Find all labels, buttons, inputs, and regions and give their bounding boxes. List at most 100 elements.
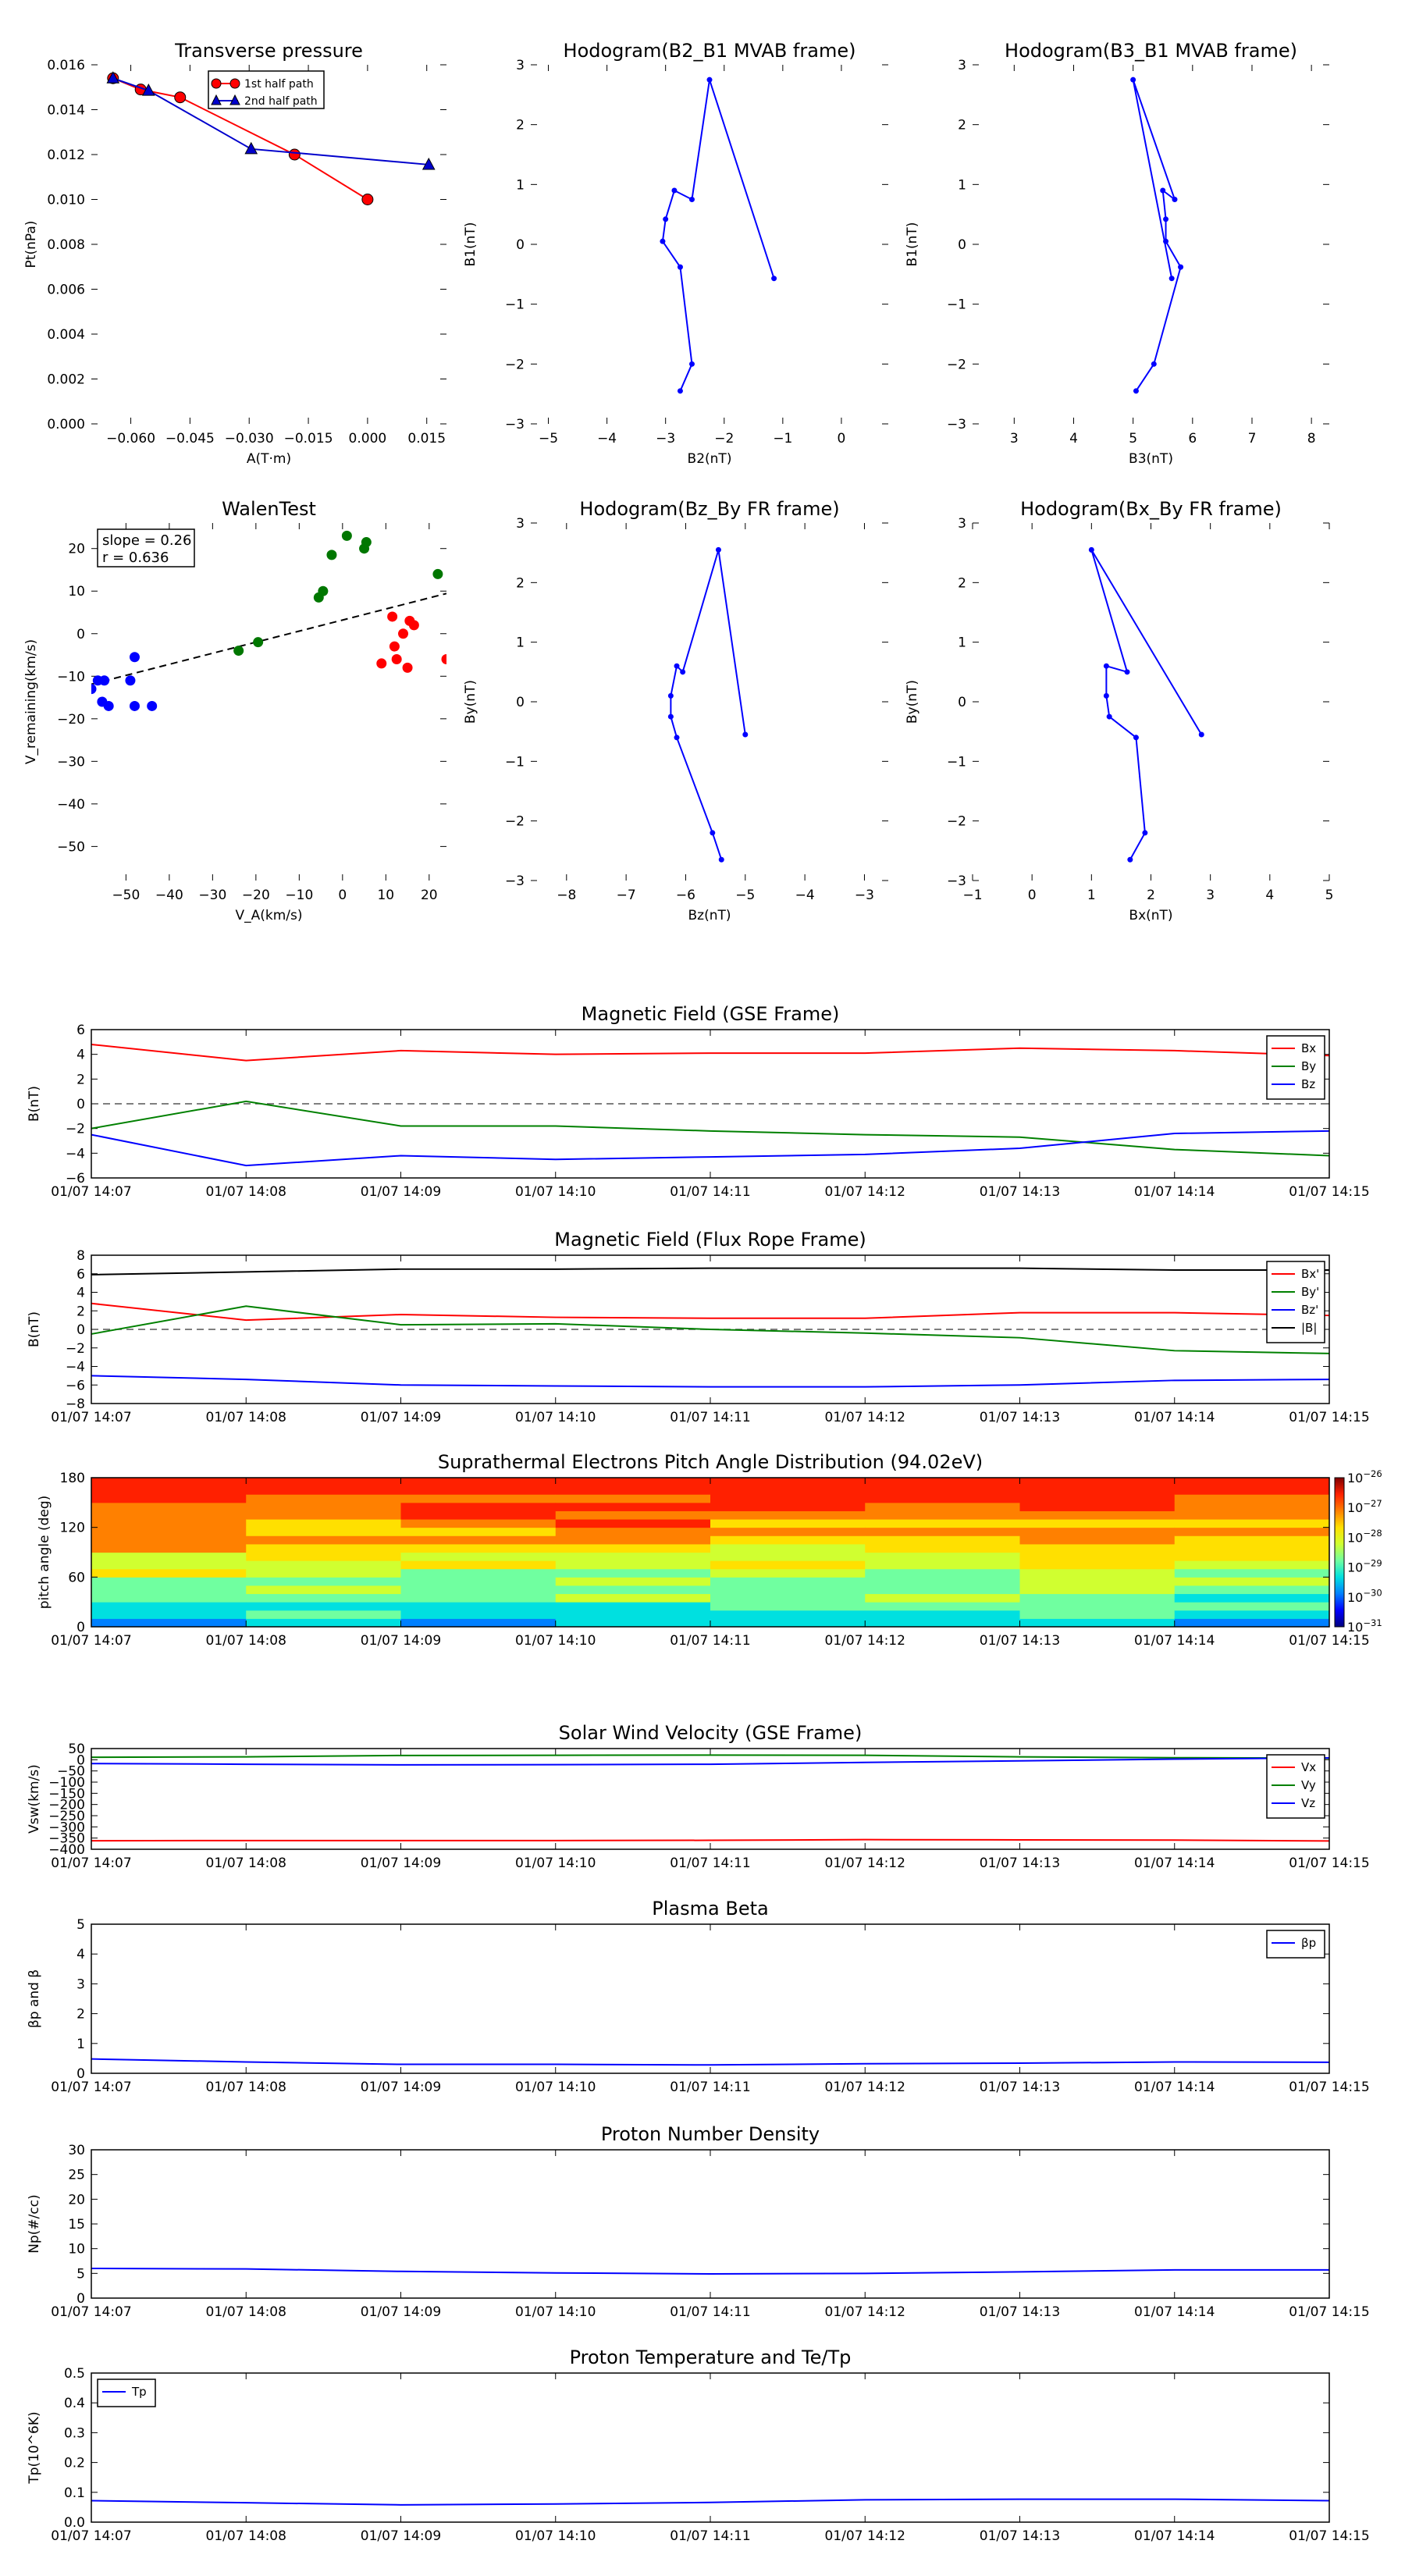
y-tick-label: −2 xyxy=(947,357,966,372)
series-line xyxy=(91,1375,1330,1388)
x-tick-label: −3 xyxy=(855,888,874,903)
heatmap-cell xyxy=(1019,1519,1176,1528)
chart-walen: WalenTest V_A(km/s) V_remaining(km/s) −50 −4… xyxy=(23,498,446,923)
x-tick-label: −2 xyxy=(714,431,734,447)
series-line xyxy=(91,2058,1330,2066)
chart-tp: Proton Temperature and Te/Tp Tp(10^6K) 0.0… xyxy=(27,2347,1370,2544)
time-tick-label: 01/07 14:11 xyxy=(670,1410,750,1425)
y-tick-label: 0 xyxy=(76,1620,85,1635)
colorbar-tick-label: 10−31 xyxy=(1347,1617,1382,1635)
heatmap-cell xyxy=(246,1510,401,1520)
y-tick-label: 2 xyxy=(958,575,966,591)
time-tick-label: 01/07 14:08 xyxy=(206,2080,286,2095)
y-tick-label: −250 xyxy=(48,1809,85,1824)
heatmap-cell xyxy=(1019,1502,1176,1511)
data-point xyxy=(387,611,398,622)
chart-beta: Plasma Beta βp and β 0 1 2 3 4 5 01/07 14:07 01/0… xyxy=(27,1898,1370,2095)
fit-line xyxy=(91,592,446,685)
x-tick-label: 0 xyxy=(1028,888,1037,903)
time-tick-label: 01/07 14:09 xyxy=(361,1184,441,1200)
data-point xyxy=(376,658,387,669)
y-tick-label: 4 xyxy=(76,1947,85,1962)
y-tick-label: 0 xyxy=(958,237,966,253)
data-point xyxy=(129,700,140,711)
data-point xyxy=(233,646,244,656)
y-tick-label: 0 xyxy=(76,1322,85,1338)
y-tick-label: 6 xyxy=(76,1023,85,1038)
legend-label: By xyxy=(1301,1059,1316,1073)
heatmap-cell xyxy=(246,1535,401,1545)
time-tick-label: 01/07 14:13 xyxy=(980,1184,1060,1200)
heatmap-cell xyxy=(1019,1610,1176,1619)
heatmap-cell xyxy=(400,1494,557,1503)
time-tick-label: 01/07 14:12 xyxy=(825,2080,905,2095)
x-tick-label: −0.060 xyxy=(106,431,155,447)
y-tick-label: 0 xyxy=(516,237,525,253)
time-tick-label: 01/07 14:14 xyxy=(1134,1410,1215,1425)
time-tick-label: 01/07 14:09 xyxy=(361,2528,441,2544)
legend-label: 1st half path xyxy=(244,78,314,91)
data-point xyxy=(674,663,680,669)
x-axis-label: A(T·m) xyxy=(247,451,291,467)
legend xyxy=(1266,1930,1325,1959)
heatmap-cell xyxy=(555,1552,711,1561)
y-tick-label: −1 xyxy=(947,297,966,313)
heatmap-cell xyxy=(246,1519,401,1528)
x-tick-label: −0.045 xyxy=(165,431,215,447)
axes-frame xyxy=(91,1923,1330,2074)
data-point xyxy=(288,148,301,161)
time-tick-label: 01/07 14:09 xyxy=(361,2304,441,2320)
data-point xyxy=(1168,276,1175,282)
x-axis-label: Bx(nT) xyxy=(1129,908,1172,923)
data-point xyxy=(141,84,155,96)
legend-marker xyxy=(229,78,240,89)
heatmap-cell xyxy=(555,1568,711,1578)
y-axis-label: pitch angle (deg) xyxy=(37,1496,52,1610)
data-point xyxy=(129,652,140,663)
data-point xyxy=(1103,692,1109,699)
axes-frame xyxy=(91,1029,1330,1179)
heatmap-cell xyxy=(246,1543,401,1553)
data-point xyxy=(253,637,264,648)
time-tick-label: 01/07 14:12 xyxy=(825,1856,905,1871)
y-axis-label: Tp(10^6K) xyxy=(27,2411,42,2484)
y-tick-label: 3 xyxy=(516,58,525,73)
plot-area xyxy=(91,530,446,711)
time-tick-label: 01/07 14:12 xyxy=(825,2528,905,2544)
x-tick-label: 1 xyxy=(1087,888,1096,903)
time-tick-label: 01/07 14:10 xyxy=(515,2528,596,2544)
data-point xyxy=(389,641,400,652)
heatmap-cell xyxy=(246,1593,401,1603)
data-point xyxy=(326,550,337,560)
axes-frame xyxy=(91,1748,1330,1850)
data-point xyxy=(1124,669,1130,675)
heatmap-cell xyxy=(865,1535,1020,1545)
time-tick-label: 01/07 14:10 xyxy=(515,2080,596,2095)
y-tick-label: −40 xyxy=(57,797,85,813)
y-tick-label: −20 xyxy=(57,712,85,728)
heatmap-cell xyxy=(246,1568,401,1578)
axes-frame xyxy=(91,2372,1330,2523)
series-line xyxy=(91,2268,1329,2275)
y-tick-label: 20 xyxy=(68,2192,85,2208)
heatmap-cell xyxy=(246,1560,401,1570)
legend-label: Bz' xyxy=(1301,1303,1318,1317)
y-tick-label: −200 xyxy=(48,1798,85,1813)
heatmap-cell xyxy=(710,1478,866,1487)
time-tick-label: 01/07 14:11 xyxy=(670,2528,750,2544)
chart-bgse: Magnetic Field (GSE Frame) B(nT) −6 −4 −2 0 2 4… xyxy=(27,1003,1370,1200)
x-tick-label: −0.015 xyxy=(284,431,333,447)
heatmap-cell xyxy=(91,1519,247,1528)
data-point xyxy=(244,141,258,155)
y-tick-label: −400 xyxy=(48,1842,85,1858)
heatmap-cell xyxy=(400,1568,557,1578)
chart-hodo4: Hodogram(Bx_By FR frame) Bx(nT) By(nT) −3 −2… xyxy=(905,498,1333,923)
x-tick-label: −4 xyxy=(597,431,617,447)
chart-hodo3: Hodogram(Bz_By FR frame) Bz(nT) By(nT) −3 −2… xyxy=(463,498,888,923)
legend-label: 2nd half path xyxy=(244,95,318,108)
legend-label: βp xyxy=(1301,1936,1316,1950)
y-tick-label: −100 xyxy=(48,1775,85,1791)
chart-title: Transverse pressure xyxy=(174,40,363,62)
y-axis-label: B1(nT) xyxy=(905,222,920,267)
data-point xyxy=(341,530,352,541)
